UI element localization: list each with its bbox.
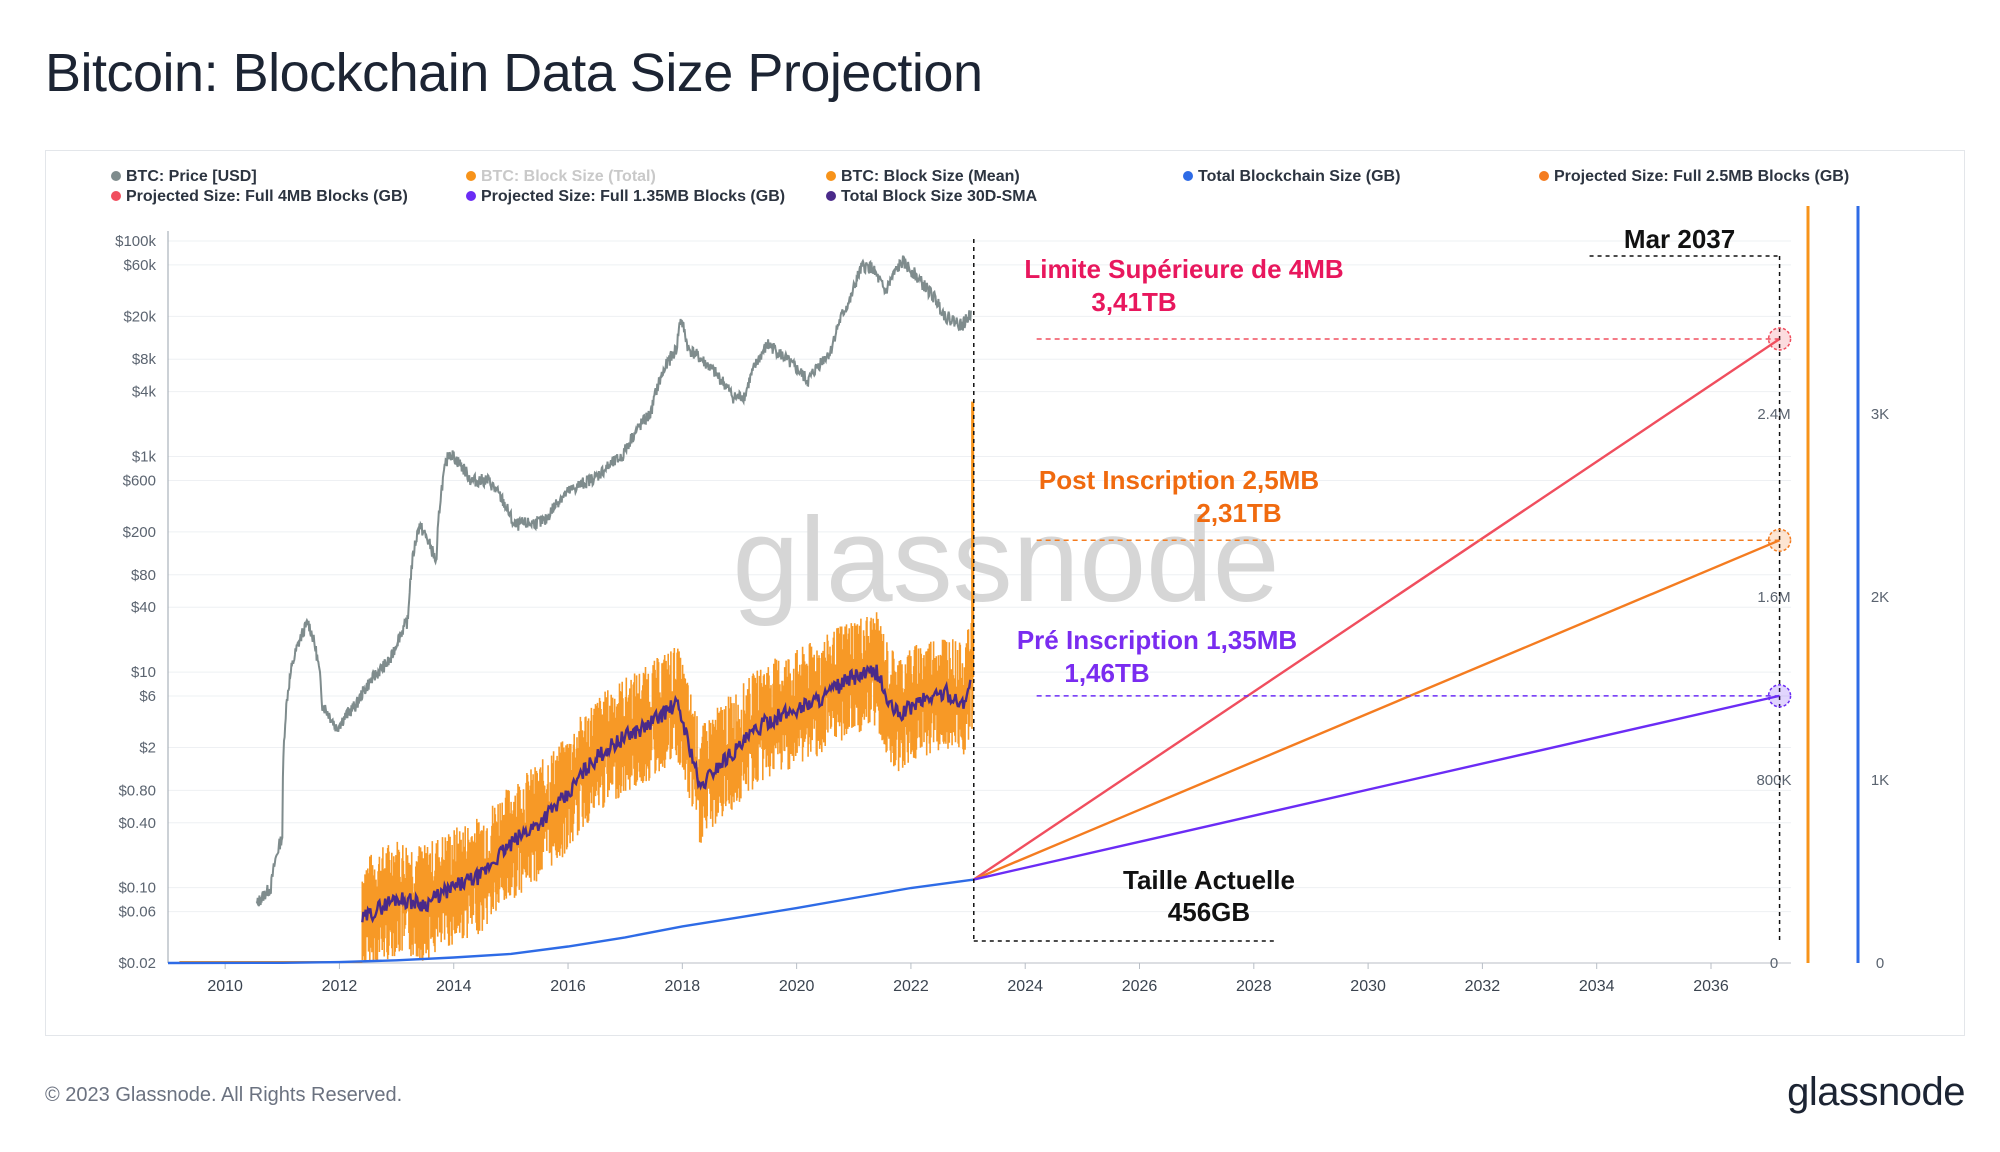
x-tick-label: 2032 — [1465, 978, 1501, 995]
legend-marker — [466, 171, 476, 181]
legend-label: BTC: Block Size (Total) — [481, 168, 656, 185]
x-tick-label: 2026 — [1122, 978, 1158, 995]
price-tick-label: $600 — [123, 472, 156, 489]
block-size-noise-path — [361, 612, 974, 961]
price-tick-label: $4k — [132, 384, 157, 401]
price-tick-label: $60k — [123, 257, 156, 274]
price-tick-label: $0.80 — [118, 782, 156, 799]
current-size-label: Taille Actuelle — [1123, 865, 1295, 895]
x-tick-label: 2024 — [1007, 978, 1043, 995]
legend-label: Projected Size: Full 4MB Blocks (GB) — [126, 188, 408, 205]
legend-marker — [111, 191, 121, 201]
legend-label: Projected Size: Full 1.35MB Blocks (GB) — [481, 188, 785, 205]
x-tick-label: 2012 — [322, 978, 358, 995]
gb-axis-tick-label: 1K — [1871, 772, 1889, 789]
total-blockchain-size-line — [167, 878, 974, 965]
copyright: © 2023 Glassnode. All Rights Reserved. — [45, 1084, 403, 1106]
legend-marker — [111, 171, 121, 181]
right-axes: 2.4M 1.6M 800K 0 3K 2K 1K 0 — [1756, 206, 1889, 972]
x-tick-label: 2022 — [893, 978, 929, 995]
limit-4mb-label: Limite Supérieure de 4MB — [1024, 254, 1343, 284]
end-marker-1-35mb — [1767, 684, 1792, 708]
legend-marker — [826, 171, 836, 181]
end-marker-2-5mb — [1767, 528, 1792, 553]
projection-4mb-line — [973, 337, 1781, 881]
gb-axis-tick-label: 3K — [1871, 406, 1889, 423]
btc-price-line — [255, 255, 972, 907]
legend-marker — [826, 191, 836, 201]
page-title: Bitcoin: Blockchain Data Size Projection — [45, 43, 983, 103]
price-tick-label: $8k — [132, 351, 157, 368]
price-tick-label: $0.10 — [118, 880, 156, 897]
series-group — [167, 255, 1781, 965]
legend-label: Total Block Size 30D-SMA — [841, 188, 1038, 205]
block-axis-tick-label: 800K — [1756, 772, 1791, 789]
end-marker-4mb — [1767, 327, 1792, 351]
legend-label: BTC: Price [USD] — [126, 168, 257, 185]
price-tick-label: $0.40 — [118, 815, 156, 832]
price-tick-label: $0.02 — [118, 955, 156, 972]
limit-4mb-value: 3,41TB — [1091, 287, 1176, 317]
glassnode-logo[interactable]: glassnode — [1787, 1070, 1965, 1114]
x-tick-label: 2030 — [1350, 978, 1386, 995]
post-inscription-label: Post Inscription 2,5MB — [1039, 465, 1319, 495]
legend: BTC: Price [USD] BTC: Block Size (Total) B… — [111, 168, 1849, 205]
chart-svg: BTC: Price [USD] BTC: Block Size (Total) B… — [111, 168, 1889, 995]
x-tick-label: 2036 — [1693, 978, 1729, 995]
legend-label: Projected Size: Full 2.5MB Blocks (GB) — [1554, 168, 1849, 185]
pre-inscription-value: 1,46TB — [1064, 658, 1149, 688]
legend-marker — [1539, 171, 1549, 181]
price-tick-label: $10 — [131, 664, 156, 681]
projection-1-35mb-line — [973, 694, 1780, 881]
price-tick-label: $6 — [139, 688, 156, 705]
current-size-value: 456GB — [1168, 897, 1250, 927]
legend-marker — [466, 191, 476, 201]
legend-label: BTC: Block Size (Mean) — [841, 168, 1020, 185]
price-tick-label: $20k — [123, 308, 156, 325]
x-tick-label: 2034 — [1579, 978, 1615, 995]
gb-axis-tick-label: 0 — [1876, 955, 1884, 972]
chart-panel: BTC: Price [USD] BTC: Block Size (Total) B… — [45, 150, 1965, 1036]
price-tick-label: $40 — [131, 599, 156, 616]
legend-marker — [1183, 171, 1193, 181]
price-axis: $100k $60k $20k $8k $4k $1k $600 $200 $80 $40 $10 $… — [115, 231, 169, 972]
price-tick-label: $80 — [131, 567, 156, 584]
x-tick-label: 2018 — [665, 978, 701, 995]
block-axis-tick-label: 0 — [1770, 955, 1778, 972]
gb-axis-tick-label: 2K — [1871, 589, 1889, 606]
block-axis-tick-label: 1.6M — [1757, 589, 1790, 606]
pre-inscription-label: Pré Inscription 1,35MB — [1017, 625, 1297, 655]
legend-label: Total Blockchain Size (GB) — [1198, 168, 1400, 185]
mar-2037-label: Mar 2037 — [1624, 224, 1735, 254]
price-tick-label: $100k — [115, 233, 156, 250]
block-axis-tick-label: 2.4M — [1757, 406, 1790, 423]
x-tick-label: 2028 — [1236, 978, 1272, 995]
x-tick-label: 2016 — [550, 978, 586, 995]
watermark: glassnode — [732, 493, 1279, 627]
projection-2-5mb-line — [973, 539, 1781, 881]
x-axis: 2010 2012 2014 2016 2018 2020 2022 2024 2026 2028… — [168, 962, 1791, 995]
price-tick-label: $0.06 — [118, 904, 156, 921]
x-tick-label: 2020 — [779, 978, 815, 995]
x-tick-label: 2010 — [207, 978, 243, 995]
post-inscription-value: 2,31TB — [1196, 498, 1281, 528]
price-tick-label: $200 — [123, 524, 156, 541]
price-tick-label: $2 — [139, 739, 156, 756]
price-tick-label: $1k — [132, 449, 157, 466]
x-tick-label: 2014 — [436, 978, 472, 995]
block-size-sma-line — [361, 664, 972, 924]
